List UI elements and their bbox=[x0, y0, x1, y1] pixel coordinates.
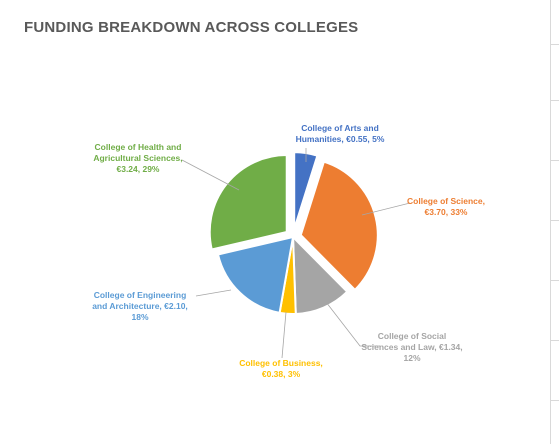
leader-line-3 bbox=[325, 301, 380, 347]
pie-slice-5 bbox=[216, 235, 295, 314]
sheet-gridline bbox=[551, 44, 559, 45]
slice-label-2: College of Science, €3.70, 33% bbox=[407, 196, 485, 217]
sheet-gridline bbox=[551, 400, 559, 401]
slice-label-3: College of Social Sciences and Law, €1.34… bbox=[361, 331, 462, 363]
leader-line-4 bbox=[281, 311, 287, 359]
sheet-gridline bbox=[551, 160, 559, 161]
chart-title: FUNDING BREAKDOWN ACROSS COLLEGES bbox=[24, 19, 359, 36]
pie-slice-6 bbox=[208, 154, 288, 251]
slice-label-4: College of Business, €0.38, 3% bbox=[239, 358, 323, 379]
sheet-gridline bbox=[551, 280, 559, 281]
leader-line-2 bbox=[361, 202, 411, 216]
sheet-gridline bbox=[551, 220, 559, 221]
sheet-gridline bbox=[551, 340, 559, 341]
leader-line-6 bbox=[181, 159, 240, 191]
sheet-gridline bbox=[551, 100, 559, 101]
sheet-gridline bbox=[550, 0, 551, 444]
slice-label-5: College of Engineering and Architecture, … bbox=[92, 290, 188, 322]
pie-slice-2 bbox=[299, 160, 379, 292]
slice-label-6: College of Health and Agricultural Scienc… bbox=[93, 142, 182, 174]
slice-label-1: College of Arts and Humanities, €0.55, 5% bbox=[296, 123, 385, 144]
leader-line-5 bbox=[195, 289, 232, 297]
